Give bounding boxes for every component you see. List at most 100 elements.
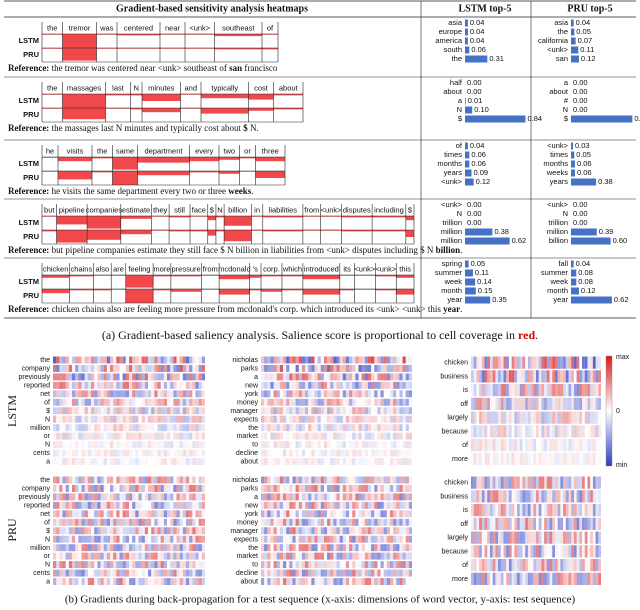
saliency-cell xyxy=(170,275,202,277)
colorbar-label: max xyxy=(616,354,630,361)
gradient-stripe xyxy=(371,415,375,423)
gradient-stripe xyxy=(110,544,114,552)
gradient-stripe xyxy=(116,373,120,381)
gradient-stripe xyxy=(512,518,515,530)
gradient-stripe xyxy=(56,373,60,381)
gradient-stripe xyxy=(533,411,536,424)
gradient-stripe xyxy=(129,569,133,577)
gradient-stripe xyxy=(333,432,337,440)
sequence-token: company xyxy=(22,366,51,373)
gradient-stripe xyxy=(186,518,190,526)
gradient-stripe xyxy=(596,439,599,451)
gradient-stripe xyxy=(587,411,591,424)
gradient-stripe xyxy=(492,370,496,383)
gradient-stripe xyxy=(318,544,321,551)
gradient-stripe xyxy=(336,441,340,449)
gradient-stripe xyxy=(317,373,321,381)
row-label: LSTM xyxy=(19,159,39,168)
gradient-stripe xyxy=(530,411,534,424)
gradient-stripe xyxy=(280,485,283,492)
gradient-stripe xyxy=(116,407,120,415)
gradient-stripe xyxy=(167,519,170,526)
gradient-stripe xyxy=(533,504,536,517)
sequence-token: decline xyxy=(236,570,258,577)
gradient-stripe xyxy=(163,398,167,406)
gradient-stripe xyxy=(167,510,171,518)
gradient-stripe xyxy=(276,510,280,518)
top5-word: san xyxy=(556,54,568,63)
gradient-stripe xyxy=(352,398,356,406)
gradient-stripe xyxy=(264,578,267,585)
gradient-stripe xyxy=(56,364,60,372)
gradient-stripe xyxy=(132,561,136,569)
gradient-stripe xyxy=(138,356,142,364)
gradient-stripe xyxy=(201,535,205,543)
gradient-stripe xyxy=(286,458,290,465)
gradient-stripe xyxy=(560,476,564,489)
gradient-stripe xyxy=(198,561,202,569)
reference: Reference: he visits the same department… xyxy=(8,186,254,196)
gradient-stripe xyxy=(320,407,324,415)
gradient-stripe xyxy=(355,373,359,381)
gradient-stripe xyxy=(270,432,274,440)
top5-bar xyxy=(571,46,579,54)
gradient-stripe xyxy=(339,390,343,398)
gradient-stripe xyxy=(280,450,283,457)
top5-value: 0.00 xyxy=(467,209,482,218)
saliency-cell xyxy=(262,216,303,218)
gradient-stripe xyxy=(129,432,133,440)
gradient-stripe xyxy=(519,370,523,383)
gradient-stripe xyxy=(75,493,79,501)
gradient-stripe xyxy=(320,527,324,535)
gradient-stripe xyxy=(585,439,588,451)
gradient-stripe xyxy=(116,398,120,406)
gradient-stripe xyxy=(554,559,558,572)
gradient-stripe xyxy=(396,535,400,543)
gradient-stripe xyxy=(336,544,340,552)
gradient-stripe xyxy=(346,441,349,448)
gradient-stripe xyxy=(129,518,133,526)
gradient-stripe xyxy=(68,569,72,577)
gradient-stripe xyxy=(298,398,302,406)
gradient-stripe xyxy=(408,561,412,569)
gradient-stripe xyxy=(283,552,287,560)
gradient-stripe xyxy=(170,527,174,535)
gradient-stripe xyxy=(273,501,277,509)
gradient-stripe xyxy=(361,544,365,552)
gradient-stripe xyxy=(84,415,88,423)
gradient-stripe xyxy=(192,527,196,535)
gradient-stripe xyxy=(176,484,180,492)
gradient-stripe xyxy=(399,552,403,560)
gradient-stripe xyxy=(358,493,362,501)
gradient-stripe xyxy=(56,432,60,440)
gradient-stripe xyxy=(514,452,518,465)
gradient-stripe xyxy=(355,441,359,449)
gradient-stripe xyxy=(186,561,190,569)
gradient-stripe xyxy=(301,381,306,389)
saliency-cell xyxy=(105,94,131,96)
gradient-stripe xyxy=(579,357,582,369)
gradient-stripe xyxy=(405,484,409,492)
top5-value: 0.62 xyxy=(614,295,629,304)
gradient-stripe xyxy=(573,452,577,465)
gradient-stripe xyxy=(276,415,280,423)
gradient-stripe xyxy=(333,424,337,432)
gradient-stripe xyxy=(367,552,372,560)
gradient-stripe xyxy=(103,458,107,465)
gradient-stripe xyxy=(135,441,139,449)
gradient-stripe xyxy=(471,476,474,489)
gradient-stripe xyxy=(563,370,566,383)
gradient-stripe xyxy=(585,477,588,489)
gradient-stripe xyxy=(389,407,394,415)
gradient-stripe xyxy=(283,510,287,518)
gradient-stripe xyxy=(489,411,493,424)
gradient-stripe xyxy=(78,476,82,484)
gradient-stripe xyxy=(144,449,148,457)
gradient-stripe xyxy=(408,373,412,381)
gradient-stripe xyxy=(361,561,365,569)
gradient-stripe xyxy=(399,561,403,569)
gradient-stripe xyxy=(110,561,114,569)
gradient-stripe xyxy=(533,370,536,383)
gradient-stripe xyxy=(180,373,183,380)
gradient-stripe xyxy=(189,578,193,585)
